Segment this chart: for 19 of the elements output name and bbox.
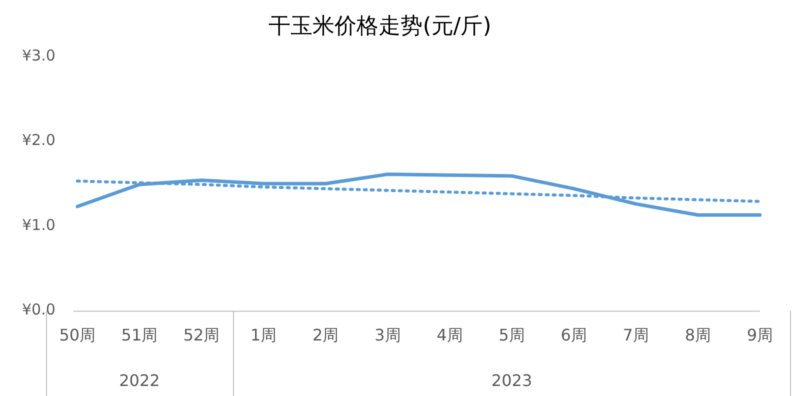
- x-tick-label: 9周: [746, 326, 774, 345]
- x-tick-label: 52周: [183, 326, 220, 345]
- text: 2022: [119, 371, 160, 390]
- x-tick-label: 8周: [684, 326, 712, 345]
- y-tick-label: ¥3.0: [22, 46, 56, 64]
- x-tick-label: 50周: [59, 326, 96, 345]
- x-tick-label: 1周: [250, 326, 277, 345]
- x-tick-label: 5周: [498, 326, 525, 345]
- chart-title: 干玉米价格走势(元/斤): [268, 14, 492, 39]
- x-tick-label: 6周: [560, 326, 587, 345]
- x-tick-label: 51周: [121, 326, 158, 345]
- x-tick-label: 4周: [436, 326, 463, 345]
- y-tick-label: ¥1.0: [22, 216, 56, 234]
- x-tick-label: 3周: [374, 326, 401, 345]
- y-tick-label: ¥2.0: [22, 131, 56, 150]
- x-tick-label: 2周: [312, 326, 339, 345]
- text: 2023: [491, 371, 532, 390]
- x-tick-label: 7周: [622, 326, 649, 345]
- y-tick-label: ¥0.0: [22, 300, 56, 319]
